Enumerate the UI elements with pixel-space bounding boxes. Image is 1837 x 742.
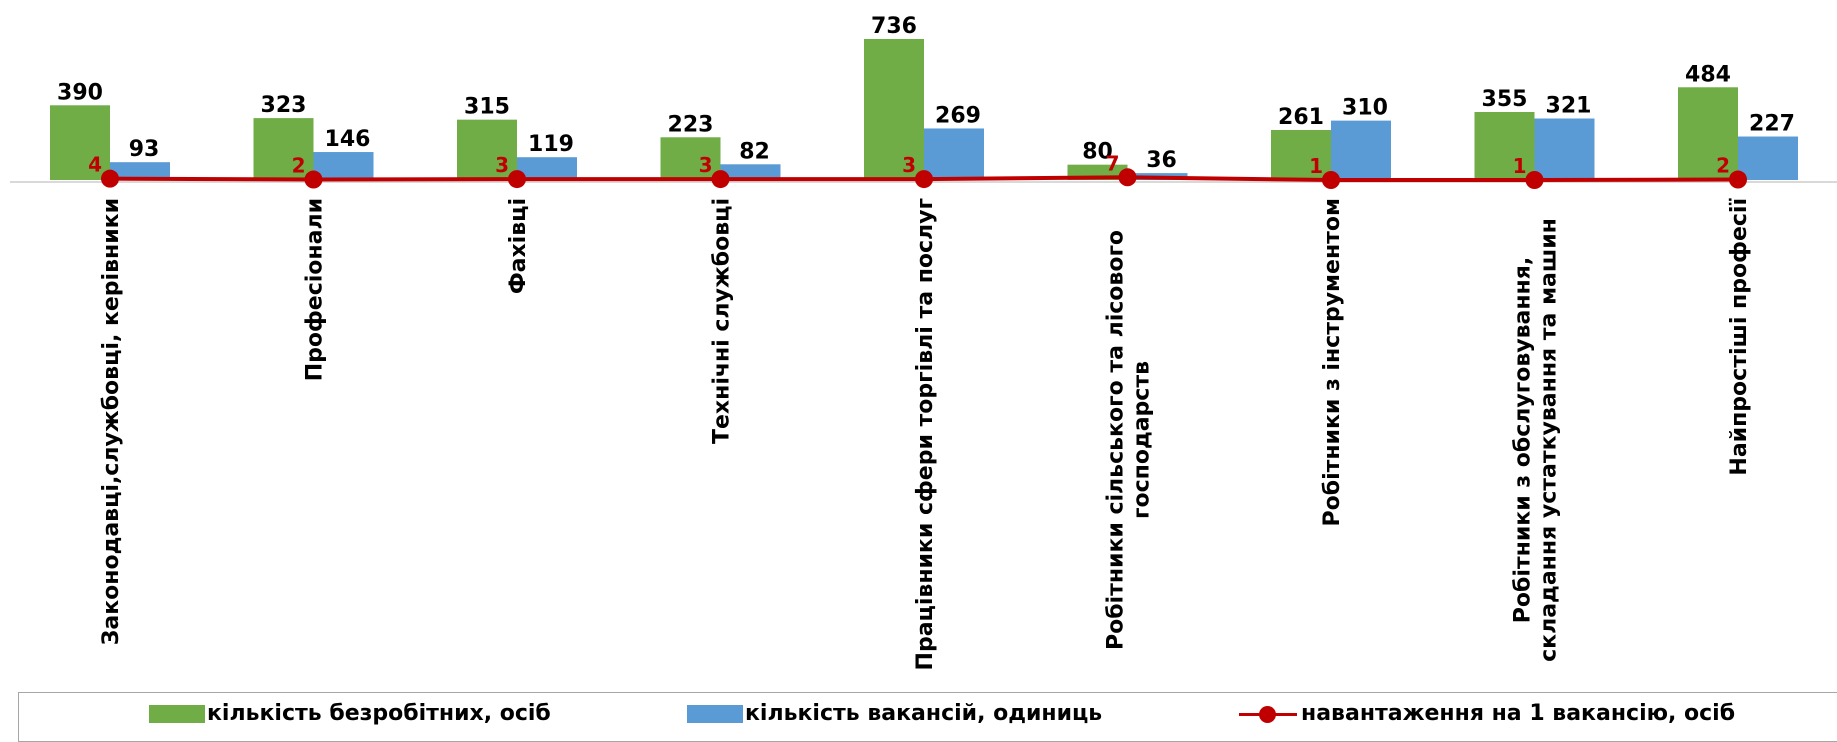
category-labels: Законодавці,службовці, керівники Професіо… — [99, 198, 1752, 671]
bar-label-vacancies: 146 — [325, 127, 371, 152]
load-marker — [1729, 170, 1747, 189]
category-label: Технічні службовці — [710, 198, 735, 444]
category-label: Професіонали — [303, 198, 328, 381]
bar-unemployed — [1271, 129, 1331, 180]
load-label: 1 — [1513, 154, 1527, 178]
load-label: 1 — [1309, 154, 1323, 178]
load-marker — [711, 170, 730, 189]
bar-vacancies — [313, 152, 374, 180]
bar-label-unemployed: 484 — [1685, 62, 1731, 87]
bar-label-vacancies: 269 — [935, 103, 981, 128]
legend-swatch-blue — [687, 704, 743, 723]
bar-label-vacancies: 82 — [739, 139, 770, 164]
load-marker — [915, 170, 933, 189]
legend-swatch-line — [1239, 703, 1297, 725]
load-marker — [1118, 168, 1137, 187]
bar-vacancies — [924, 128, 984, 180]
legend: кількість безробітних, осіб кількість ва… — [18, 692, 1837, 742]
category-label: Законодавці,службовці, керівники — [99, 198, 124, 645]
legend-item-unemployed: кількість безробітних, осіб — [149, 701, 551, 726]
category-label: Робітники з інструментом — [1320, 198, 1345, 527]
load-marker — [304, 170, 323, 189]
legend-label-unemployed: кількість безробітних, осіб — [207, 701, 551, 726]
category-label: Робітники з обслуговування,складання уст… — [1511, 218, 1562, 662]
bar-unemployed — [660, 137, 721, 180]
bar-unemployed — [50, 105, 110, 180]
legend-item-vacancies: кількість вакансій, одиниць — [687, 701, 1102, 726]
legend-label-load: навантаження на 1 вакансію, осіб — [1301, 701, 1736, 726]
bar-vacancies — [1738, 136, 1798, 180]
category-label: Фахівці — [506, 198, 531, 294]
series-load-markers — [101, 168, 1747, 189]
load-label: 7 — [1106, 151, 1120, 175]
load-label: 3 — [495, 153, 509, 177]
load-label: 2 — [292, 154, 306, 178]
bar-vacancies — [1331, 120, 1391, 180]
load-marker — [508, 170, 526, 189]
bar-label-vacancies: 119 — [528, 132, 574, 157]
bar-unemployed — [864, 39, 924, 180]
bar-unemployed — [253, 118, 314, 180]
category-label: Працівники сфери торгівлі та послуг — [913, 198, 938, 670]
bar-unemployed — [1678, 87, 1738, 180]
bar-label-vacancies: 36 — [1146, 148, 1177, 173]
bar-vacancies — [1534, 118, 1595, 180]
bar-value-labels: 390 93 323 146 315 119 223 82 736 269 80 36 261 310 35… — [57, 14, 1795, 173]
bar-label-unemployed: 223 — [668, 112, 714, 137]
bar-vacancies — [720, 164, 781, 180]
bar-label-unemployed: 80 — [1082, 140, 1113, 165]
legend-label-vacancies: кількість вакансій, одиниць — [745, 701, 1103, 726]
bar-label-unemployed: 315 — [464, 95, 510, 120]
bar-label-unemployed: 736 — [871, 14, 917, 39]
bar-label-vacancies: 93 — [129, 137, 160, 162]
bar-label-unemployed: 355 — [1482, 87, 1528, 112]
bar-label-vacancies: 227 — [1749, 112, 1795, 137]
bar-label-vacancies: 310 — [1342, 96, 1388, 121]
load-marker — [1525, 171, 1544, 189]
category-label: Робітники сільського та лісовогогосподар… — [1104, 230, 1155, 650]
bar-unemployed — [1474, 111, 1535, 180]
load-marker — [101, 169, 119, 188]
legend-item-load: навантаження на 1 вакансію, осіб — [1239, 701, 1735, 726]
legend-swatch-green — [149, 704, 205, 723]
load-label: 3 — [902, 153, 916, 177]
load-label: 4 — [88, 153, 102, 177]
load-label: 2 — [1716, 154, 1730, 178]
load-marker — [1322, 171, 1340, 189]
bar-label-unemployed: 390 — [57, 80, 103, 105]
bar-vacancies — [517, 157, 577, 180]
bar-label-unemployed: 261 — [1278, 105, 1324, 130]
series-unemployed-bars — [50, 39, 1738, 180]
category-label: Найпростіші професії — [1727, 198, 1752, 476]
bar-label-vacancies: 321 — [1546, 94, 1592, 119]
bar-label-unemployed: 323 — [261, 93, 307, 118]
series-vacancies-bars — [110, 118, 1798, 180]
bar-unemployed — [457, 119, 517, 180]
load-label: 3 — [699, 153, 713, 177]
bar-vacancies — [110, 162, 170, 180]
